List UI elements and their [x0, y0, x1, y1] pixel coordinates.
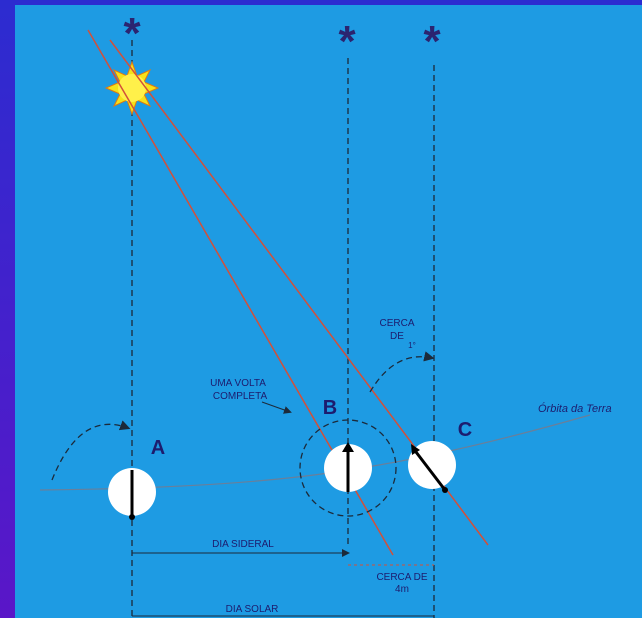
- label: CERCA: [379, 318, 414, 329]
- label: DIA SIDERAL: [212, 539, 274, 550]
- diagram: * * * A B C UMA VOLTA COMPLETA CERCA DE …: [0, 0, 642, 618]
- label: Órbita da Terra: [538, 402, 612, 415]
- label: 4m: [395, 584, 409, 595]
- label: C: [458, 419, 472, 441]
- label: A: [151, 437, 165, 459]
- label: CERCA DE: [376, 572, 427, 583]
- label: UMA VOLTA: [210, 378, 266, 389]
- label: B: [323, 397, 337, 419]
- panel: [15, 5, 642, 618]
- label: DIA SOLAR: [226, 604, 279, 615]
- label: DE: [390, 331, 404, 342]
- axis-dot: [129, 514, 135, 520]
- label: COMPLETA: [213, 391, 268, 402]
- star: *: [423, 17, 441, 66]
- label: 1°: [408, 341, 416, 350]
- axis-dot: [442, 487, 448, 493]
